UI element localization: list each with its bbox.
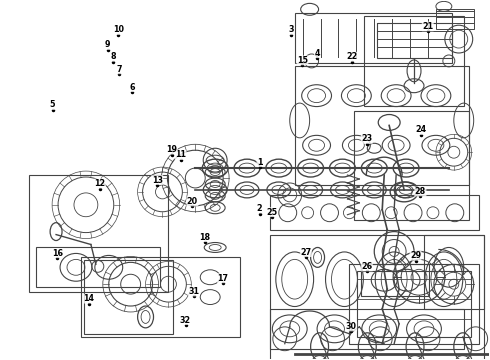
Bar xyxy=(294,66,469,185)
Bar xyxy=(294,13,452,63)
Bar xyxy=(365,16,464,105)
Bar xyxy=(270,195,479,230)
Text: 8: 8 xyxy=(111,52,116,61)
Bar xyxy=(361,264,429,296)
Text: 2: 2 xyxy=(257,204,263,213)
Text: 4: 4 xyxy=(315,49,320,58)
Text: 31: 31 xyxy=(188,287,199,296)
Text: 15: 15 xyxy=(297,56,308,65)
Text: 5: 5 xyxy=(50,100,55,109)
Text: 27: 27 xyxy=(300,248,312,257)
Text: 7: 7 xyxy=(117,65,122,74)
Text: 6: 6 xyxy=(129,83,135,92)
Text: 3: 3 xyxy=(289,26,294,35)
Bar xyxy=(357,271,471,337)
Text: 10: 10 xyxy=(113,26,124,35)
Text: 24: 24 xyxy=(416,126,427,135)
Text: 20: 20 xyxy=(187,197,198,206)
Text: 12: 12 xyxy=(94,179,105,188)
Text: 1: 1 xyxy=(257,158,262,167)
Text: 30: 30 xyxy=(346,322,357,331)
Text: 17: 17 xyxy=(218,274,228,283)
Text: 18: 18 xyxy=(199,233,211,242)
Text: 26: 26 xyxy=(361,262,372,271)
Text: 13: 13 xyxy=(152,176,163,185)
Text: 14: 14 xyxy=(84,294,95,303)
Text: 11: 11 xyxy=(175,150,186,159)
Text: 29: 29 xyxy=(410,251,421,260)
Bar xyxy=(424,235,484,309)
Text: 23: 23 xyxy=(361,134,372,143)
Bar xyxy=(354,111,469,220)
Bar xyxy=(436,9,474,29)
Text: 16: 16 xyxy=(52,249,63,258)
Bar xyxy=(84,260,173,334)
Text: 28: 28 xyxy=(415,187,426,196)
Bar xyxy=(377,23,452,58)
Text: 9: 9 xyxy=(105,40,110,49)
Bar xyxy=(36,247,161,287)
Bar xyxy=(29,175,169,292)
Text: 22: 22 xyxy=(346,52,358,61)
Text: 32: 32 xyxy=(180,315,191,324)
Bar xyxy=(349,264,479,344)
Text: 21: 21 xyxy=(422,22,433,31)
Text: 19: 19 xyxy=(167,145,177,154)
Bar xyxy=(270,309,464,349)
Bar xyxy=(270,235,484,360)
Bar xyxy=(81,257,240,337)
Text: 25: 25 xyxy=(266,208,277,217)
